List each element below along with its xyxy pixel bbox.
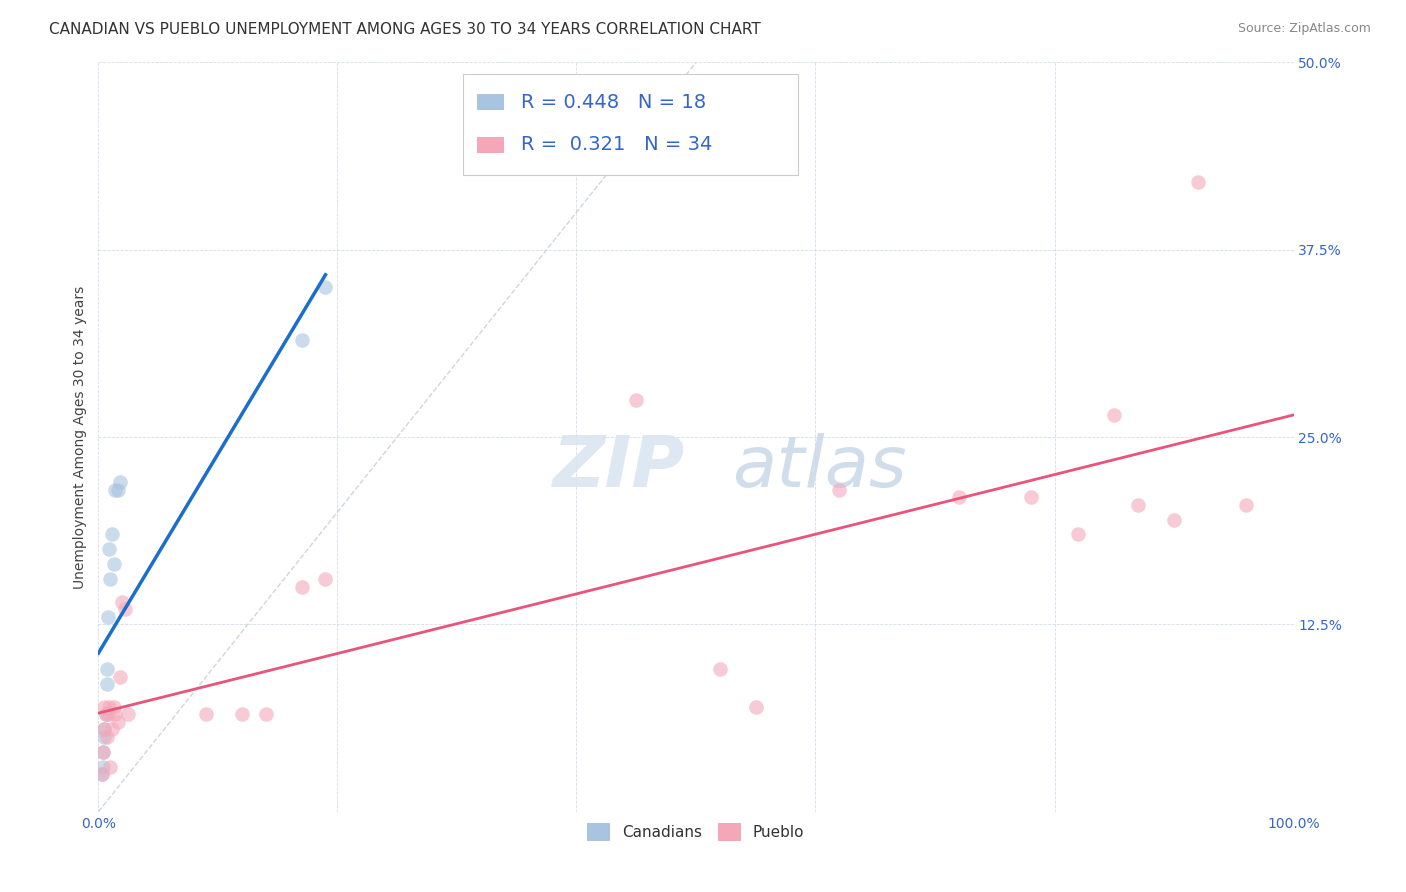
FancyBboxPatch shape — [477, 94, 503, 111]
Point — [91, 767, 114, 781]
Point — [1019, 490, 1042, 504]
FancyBboxPatch shape — [463, 74, 797, 175]
Point — [97, 707, 120, 722]
Point — [107, 714, 129, 729]
Point — [94, 707, 117, 722]
Point — [98, 699, 121, 714]
Point — [91, 745, 114, 759]
Point — [98, 760, 122, 774]
Point — [108, 475, 131, 489]
Point — [107, 483, 129, 497]
Point — [98, 542, 121, 557]
Text: atlas: atlas — [733, 433, 907, 501]
Point — [1128, 498, 1150, 512]
Point — [96, 730, 118, 744]
Point — [96, 662, 118, 676]
Point — [100, 723, 122, 737]
Point — [91, 760, 114, 774]
Point — [291, 333, 314, 347]
Point — [114, 602, 136, 616]
Point — [828, 483, 851, 497]
Point — [100, 527, 122, 541]
Point — [626, 392, 648, 407]
Point — [745, 699, 768, 714]
Point — [93, 730, 115, 744]
Legend: Canadians, Pueblo: Canadians, Pueblo — [579, 815, 813, 849]
Point — [93, 723, 115, 737]
Point — [254, 707, 277, 722]
Point — [93, 723, 115, 737]
Point — [195, 707, 218, 722]
Point — [291, 580, 314, 594]
Point — [94, 707, 117, 722]
Point — [91, 767, 114, 781]
Point — [97, 610, 120, 624]
Text: ZIP: ZIP — [553, 433, 685, 501]
FancyBboxPatch shape — [477, 136, 503, 153]
Point — [103, 699, 125, 714]
Point — [1187, 175, 1209, 189]
Point — [709, 662, 731, 676]
Point — [315, 573, 337, 587]
Text: R =  0.321   N = 34: R = 0.321 N = 34 — [522, 136, 713, 154]
Point — [93, 699, 115, 714]
Point — [98, 573, 122, 587]
Point — [117, 707, 139, 722]
Text: R = 0.448   N = 18: R = 0.448 N = 18 — [522, 93, 707, 112]
Y-axis label: Unemployment Among Ages 30 to 34 years: Unemployment Among Ages 30 to 34 years — [73, 285, 87, 589]
Point — [1104, 408, 1126, 422]
Point — [1163, 512, 1185, 526]
Point — [104, 707, 127, 722]
Point — [1234, 498, 1257, 512]
Point — [1067, 527, 1090, 541]
Point — [948, 490, 970, 504]
Point — [96, 677, 118, 691]
Point — [315, 280, 337, 294]
Point — [103, 558, 125, 572]
Point — [111, 595, 134, 609]
Point — [108, 670, 131, 684]
Text: Source: ZipAtlas.com: Source: ZipAtlas.com — [1237, 22, 1371, 36]
Text: CANADIAN VS PUEBLO UNEMPLOYMENT AMONG AGES 30 TO 34 YEARS CORRELATION CHART: CANADIAN VS PUEBLO UNEMPLOYMENT AMONG AG… — [49, 22, 761, 37]
Point — [104, 483, 127, 497]
Point — [91, 745, 114, 759]
Point — [231, 707, 253, 722]
